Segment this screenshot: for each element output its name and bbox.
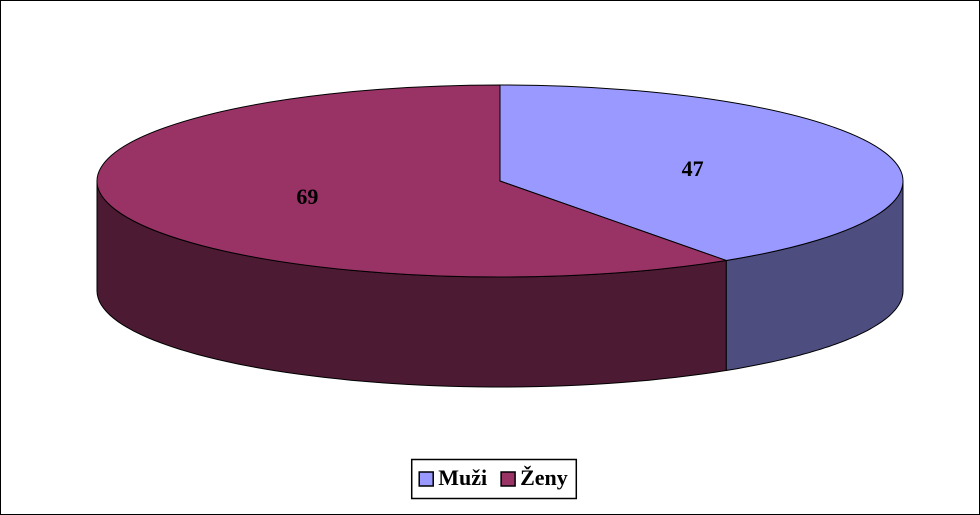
legend-box — [410, 458, 578, 500]
data-label: 69 — [296, 184, 318, 209]
legend-swatch — [418, 471, 434, 487]
legend-label: Ženy — [520, 465, 568, 490]
legend-label: Muži — [438, 465, 487, 490]
legend-swatch — [500, 471, 516, 487]
pie-slice — [96, 84, 727, 278]
data-label: 47 — [682, 156, 704, 181]
pie-slice — [499, 84, 904, 261]
legend: Muži Ženy — [410, 458, 578, 500]
